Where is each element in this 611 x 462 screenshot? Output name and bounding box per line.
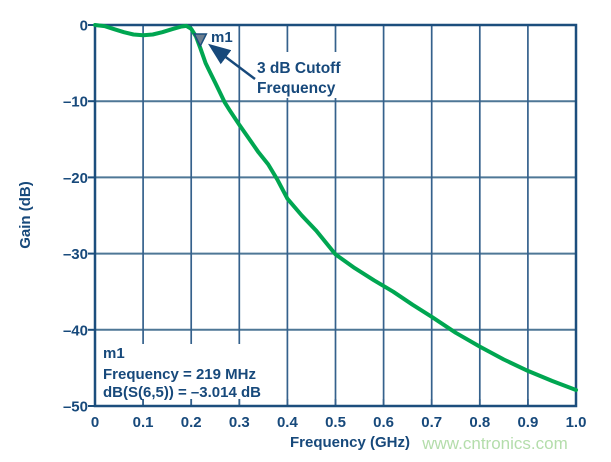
vertical-gridlines xyxy=(142,25,529,406)
cutoff-annotation-background xyxy=(246,52,352,98)
cutoff-arrow-icon xyxy=(208,43,256,80)
y-tick-label: –40 xyxy=(63,322,88,339)
cutoff-annotation-line1: 3 dB Cutoff xyxy=(257,60,341,77)
y-tick-labels: 0 –10 –20 –30 –40 –50 xyxy=(63,18,88,416)
marker-info-line2: Frequency = 219 MHz xyxy=(103,366,256,383)
x-tick-label: 1.0 xyxy=(566,414,587,431)
x-tick-label: 0.2 xyxy=(181,414,202,431)
gain-curve xyxy=(93,23,578,392)
y-axis-title: Gain (dB) xyxy=(17,181,34,249)
x-tick-label: 0 xyxy=(91,414,99,431)
m1-marker-icon xyxy=(193,33,208,48)
y-tick-label: –20 xyxy=(63,170,88,187)
y-tick-label: 0 xyxy=(80,18,88,35)
x-tick-label: 0.8 xyxy=(469,414,490,431)
x-tick-label: 0.7 xyxy=(421,414,442,431)
x-tick-label: 0.3 xyxy=(229,414,250,431)
y-tick-label: –10 xyxy=(63,94,88,111)
m1-marker-label: m1 xyxy=(211,29,233,46)
x-tick-labels: 0 0.1 0.2 0.3 0.4 0.5 0.6 0.7 0.8 0.9 1.0 xyxy=(91,414,587,431)
watermark-text: www.cntronics.com xyxy=(421,434,567,453)
marker-info-line3: dB(S(6,5)) = –3.014 dB xyxy=(103,384,261,401)
y-tick-label: –50 xyxy=(63,399,88,416)
x-tick-label: 0.4 xyxy=(277,414,299,431)
marker-info-background xyxy=(96,344,282,399)
x-tick-label: 0.6 xyxy=(373,414,394,431)
x-tick-label: 0.1 xyxy=(133,414,154,431)
marker-info-line1: m1 xyxy=(103,345,125,362)
x-axis-title: Frequency (GHz) xyxy=(290,434,410,451)
cutoff-annotation-line2: Frequency xyxy=(257,80,336,97)
x-tick-label: 0.5 xyxy=(325,414,346,431)
x-tick-label: 0.9 xyxy=(517,414,538,431)
plot-border xyxy=(93,23,578,408)
y-tick-label: –30 xyxy=(63,246,88,263)
